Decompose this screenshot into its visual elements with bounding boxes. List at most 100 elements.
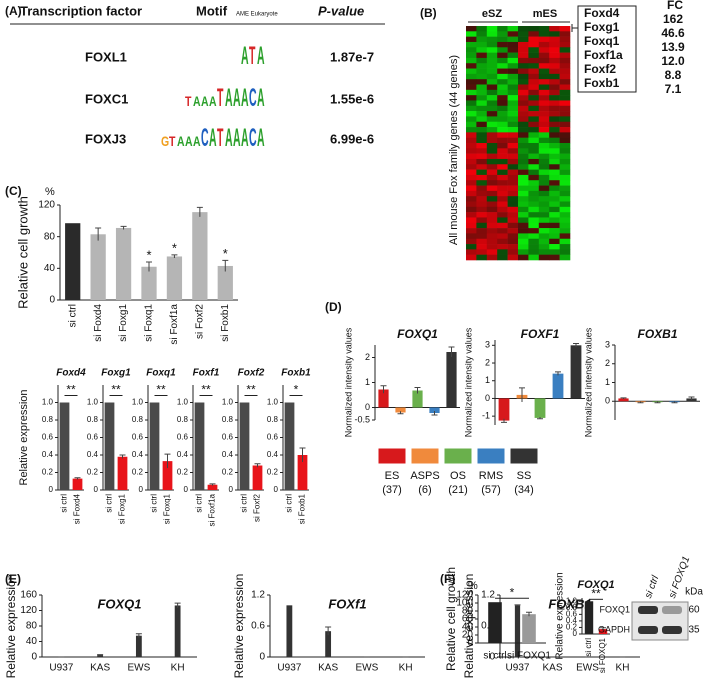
heatmap-cell [528, 47, 540, 53]
heatmap-cell [507, 95, 519, 101]
heatmap-cell [486, 206, 498, 213]
heatmap-cell [486, 137, 498, 144]
blot-band [638, 626, 658, 634]
error-bar [164, 453, 171, 469]
heatmap-cell [549, 143, 560, 149]
heatmap-cell [466, 105, 477, 112]
y-tick-label: 0 [94, 485, 99, 494]
panel-label: (C) [5, 184, 22, 198]
error-bar [397, 411, 404, 415]
heatmap-cell [507, 180, 519, 186]
heatmap-cell [549, 153, 560, 160]
y-tick-label: 1.0 [267, 398, 279, 407]
heatmap-cell [559, 201, 571, 208]
heatmap-cell [538, 100, 550, 107]
heatmap-cell [466, 31, 477, 37]
heatmap-cell [549, 47, 560, 53]
y-tick-label: 1.0 [42, 398, 54, 407]
heatmap-cell [486, 84, 498, 91]
heatmap-cell [549, 127, 560, 133]
heatmap-cell [507, 249, 519, 255]
bar [149, 402, 160, 490]
heatmap-cell [486, 158, 498, 165]
heatmap-cell [466, 254, 477, 261]
heatmap-cell [507, 164, 519, 170]
y-tick-label: 0 [31, 652, 37, 663]
bar [207, 484, 218, 490]
x-tick-label: si ctrl [105, 494, 114, 513]
heatmap-cell [559, 254, 571, 261]
error-bar [654, 401, 661, 404]
y-tick-label: 1.0 [177, 398, 189, 407]
heatmap-cell [549, 169, 560, 176]
gene: Foxd4 [584, 6, 620, 20]
heatmap-cell [476, 212, 488, 218]
heatmap-cell [549, 57, 560, 64]
fold-change: 46.6 [661, 26, 685, 40]
y-tick-label: 3 [485, 340, 490, 350]
factor: FOXC1 [85, 91, 128, 106]
legend-count: (34) [514, 484, 534, 496]
heatmap-cell [476, 79, 488, 85]
heatmap-cell [538, 190, 550, 197]
blot-band [662, 606, 682, 614]
heatmap-cell [549, 132, 560, 138]
y-tick-label: 0.8 [42, 415, 54, 424]
heatmap-cell [538, 233, 550, 240]
bar [584, 601, 594, 634]
heatmap-cell [528, 206, 540, 213]
heatmap-cell [528, 174, 540, 181]
heatmap-cell [497, 249, 508, 255]
error-bar [146, 261, 152, 272]
heatmap-cell [486, 121, 498, 128]
heatmap-cell [549, 254, 560, 261]
fold-change: 162 [663, 12, 683, 26]
heatmap-cell [497, 111, 508, 117]
heatmap-cell [528, 63, 540, 69]
legend-label: OS [450, 470, 466, 482]
heatmap-cell [497, 105, 508, 112]
bar [115, 227, 132, 300]
heatmap-cell [559, 238, 571, 245]
heatmap-cell [476, 26, 488, 32]
heatmap-cell [528, 164, 540, 170]
y-axis-label: All mouse Fox family genes (44 genes) [448, 55, 460, 245]
heatmap-cell [538, 132, 550, 138]
heatmap-cell [559, 105, 571, 112]
bar [598, 629, 608, 634]
heatmap-cell [507, 111, 519, 117]
fold-change: 7.1 [665, 82, 682, 96]
heatmap-cell [486, 174, 498, 181]
chart-title: Foxf1 [193, 368, 220, 379]
motif-letter: T [185, 94, 192, 110]
x-tick-label: si ctrl [285, 494, 294, 513]
heatmap-cell [559, 153, 571, 160]
heatmap-cell [507, 174, 519, 181]
heatmap-cell [476, 249, 488, 255]
band-label: FOXQ1 [599, 604, 630, 614]
heatmap-cell [559, 249, 571, 255]
heatmap-cell [538, 57, 550, 64]
y-tick-label: 40 [26, 636, 38, 647]
x-tick-label: si ctrl [60, 494, 69, 513]
heatmap-cell [486, 190, 498, 197]
heatmap-cell [538, 185, 550, 192]
error-bar [254, 463, 261, 468]
motif-letter: A [241, 125, 249, 152]
heatmap-cell [559, 169, 571, 176]
heatmap-cell [518, 132, 529, 138]
fold-change: 13.9 [661, 40, 685, 54]
heatmap-cell [476, 217, 488, 224]
heatmap-cell [549, 79, 560, 85]
heatmap-cell [486, 31, 498, 37]
heatmap-cell [538, 36, 550, 43]
y-tick-label: 2 [365, 352, 370, 362]
x-tick-label: si Foxq1 [163, 493, 172, 524]
heatmap-cell [559, 174, 571, 181]
heatmap-cell [497, 190, 508, 197]
heatmap-cell [476, 36, 488, 43]
blot-band [638, 606, 658, 614]
heatmap-cell [518, 148, 529, 154]
heatmap-cell [559, 116, 571, 123]
y-axis-label: Normalized intensity values [343, 327, 353, 437]
